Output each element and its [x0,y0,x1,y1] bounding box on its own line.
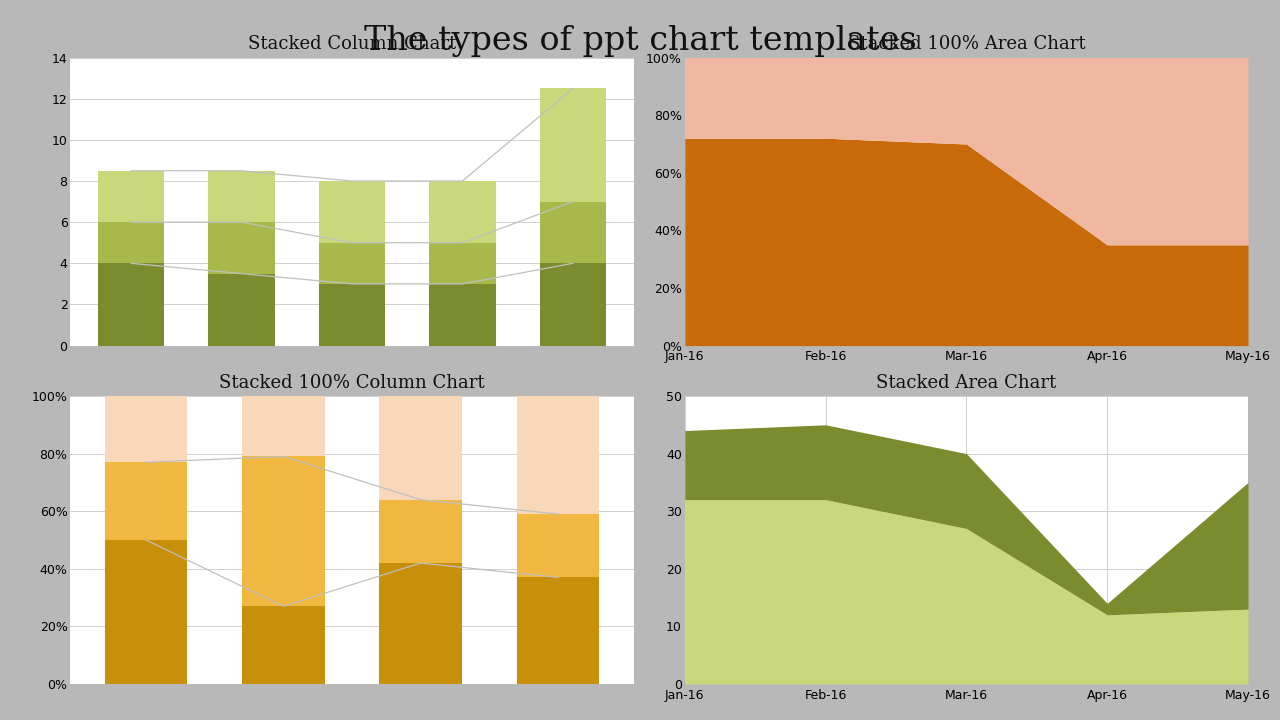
Title: Stacked 100% Column Chart: Stacked 100% Column Chart [219,374,485,392]
Bar [99,222,164,264]
Bar [429,181,495,243]
Bar [105,462,187,540]
Bar [105,396,187,462]
Text: The types of ppt chart templates: The types of ppt chart templates [364,25,916,57]
Bar [517,514,599,577]
Bar [540,89,605,202]
Bar [209,274,275,346]
Bar [319,243,385,284]
Title: Stacked Column Chart: Stacked Column Chart [248,35,456,53]
Bar [319,181,385,243]
Bar [540,202,605,264]
Bar [379,500,462,563]
Bar [429,243,495,284]
Bar [242,606,325,684]
Bar [209,171,275,222]
Bar [379,396,462,500]
Bar [242,456,325,606]
Bar [379,563,462,684]
Bar [242,396,325,456]
Bar [105,540,187,684]
Title: Stacked Area Chart: Stacked Area Chart [877,374,1056,392]
Bar [209,222,275,274]
Bar [429,284,495,346]
Bar [319,284,385,346]
Bar [517,577,599,684]
Bar [99,171,164,222]
Bar [517,396,599,514]
Bar [540,264,605,346]
Bar [99,264,164,346]
Title: Stacked 100% Area Chart: Stacked 100% Area Chart [847,35,1085,53]
